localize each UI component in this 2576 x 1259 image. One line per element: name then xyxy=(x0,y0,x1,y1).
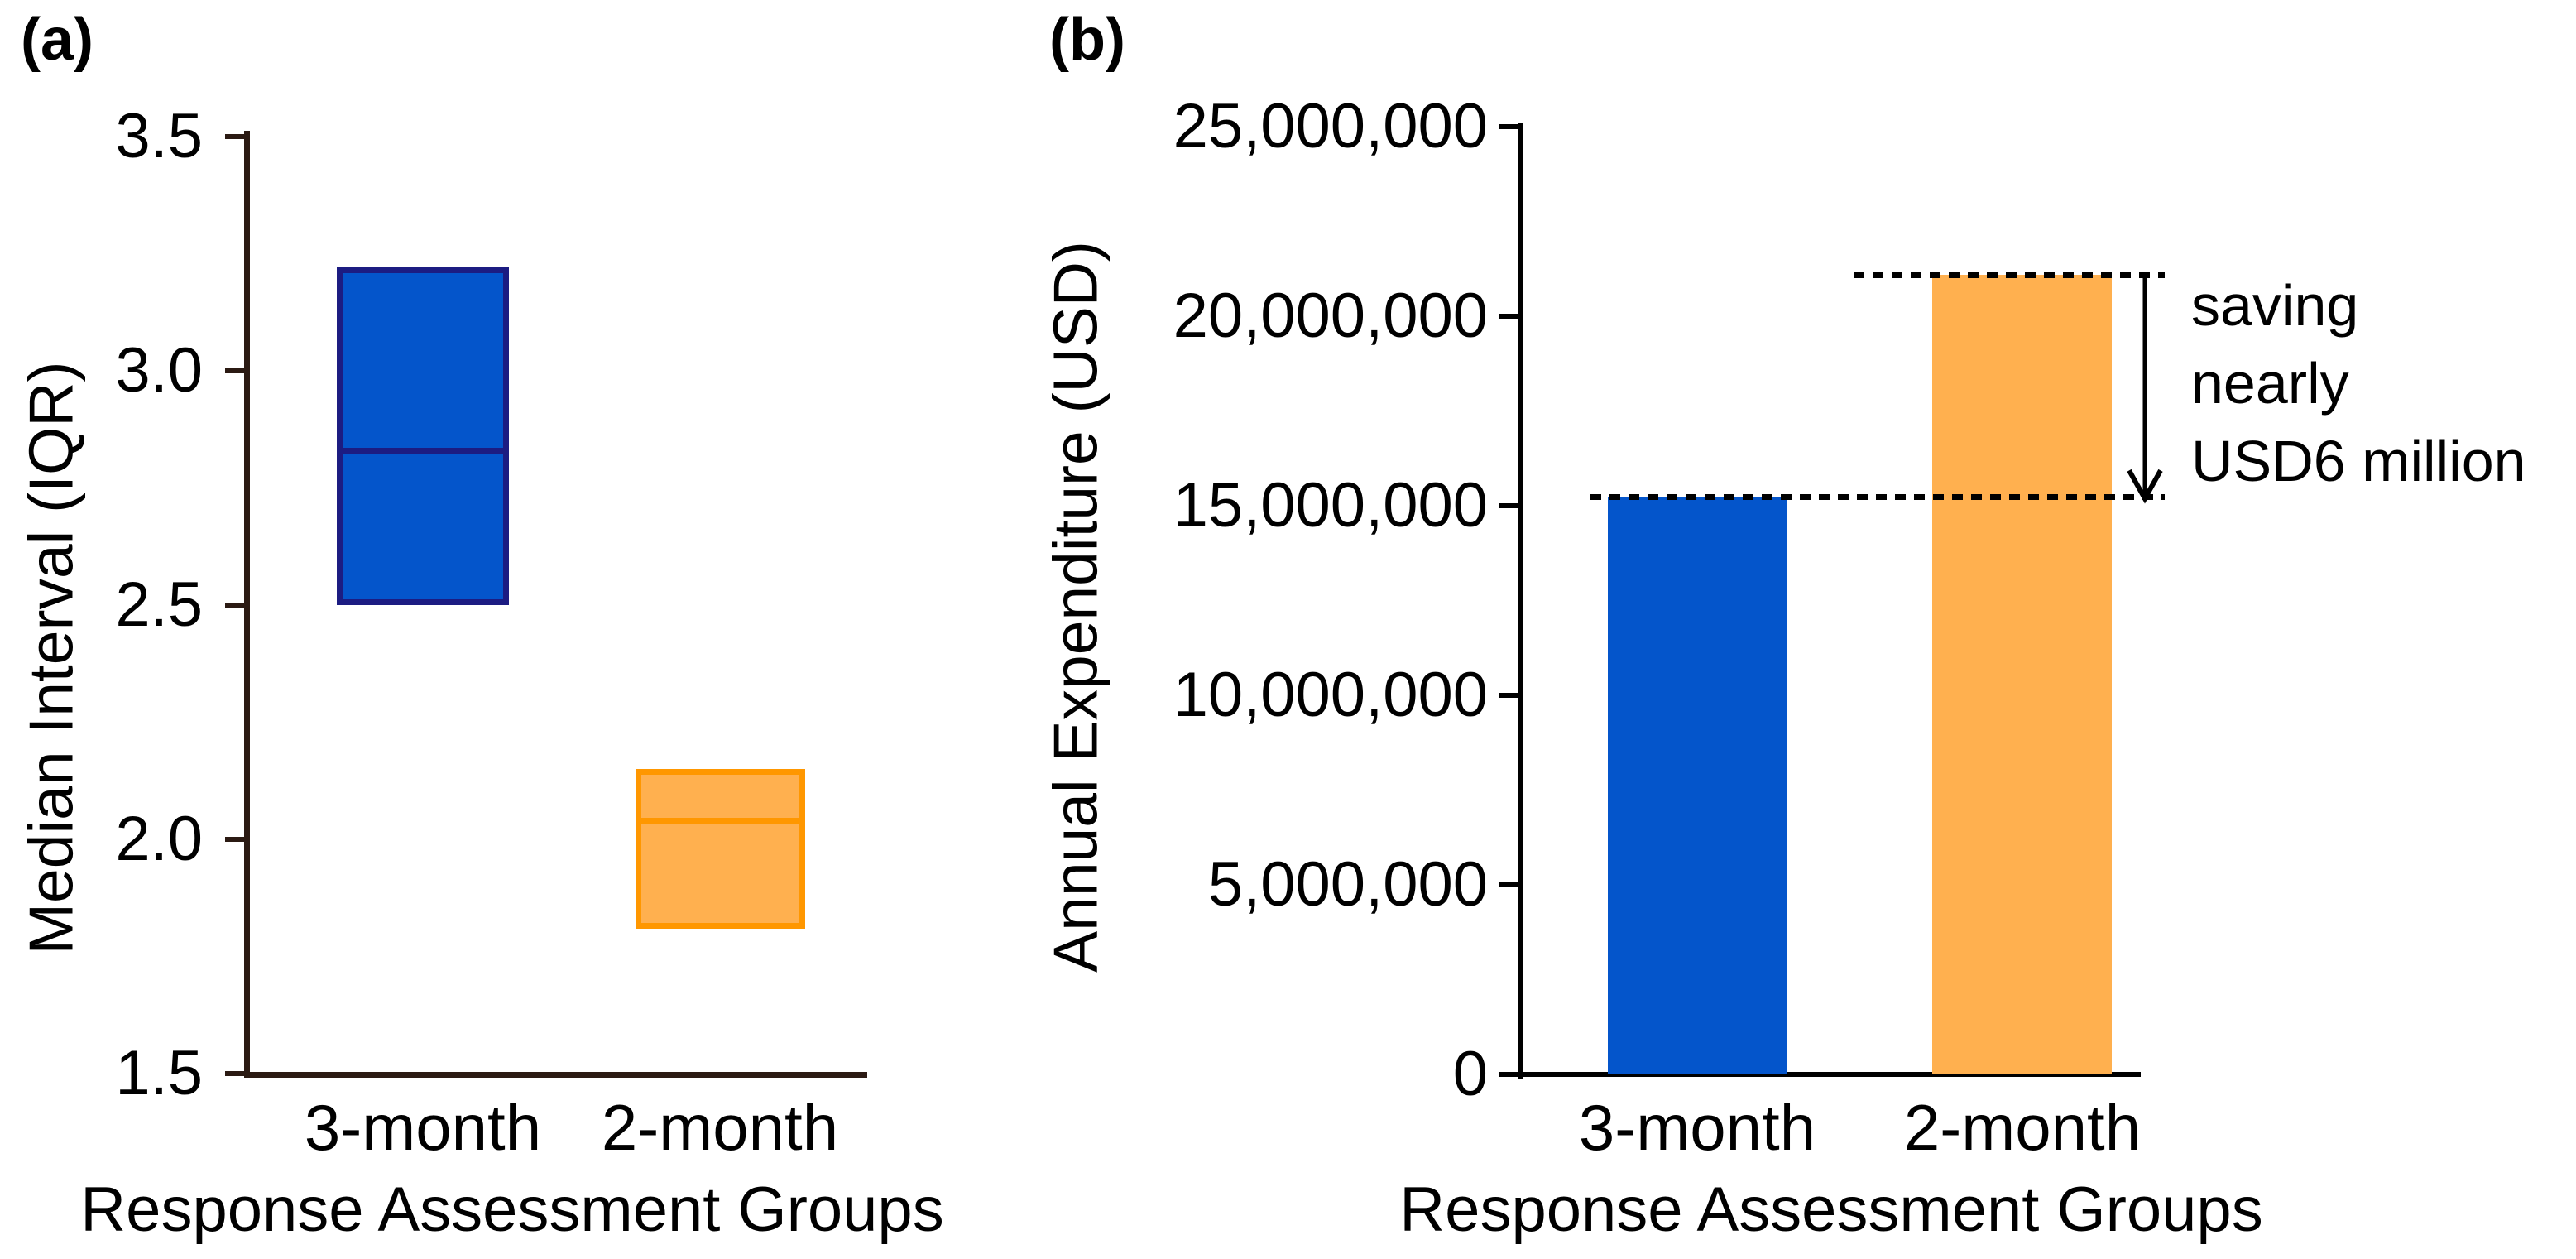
dotted-line-2-month-top xyxy=(1854,272,2165,278)
panel-a-y-tick-mark xyxy=(225,368,244,373)
panel-a-category-label: 2-month xyxy=(601,1091,839,1164)
panel-a-y-axis-line xyxy=(244,131,250,1078)
iqr-box-2-month xyxy=(635,769,805,929)
iqr-box-3-month xyxy=(337,267,509,605)
median-line-3-month xyxy=(337,447,509,454)
saving-annotation-line: nearly xyxy=(2191,351,2349,416)
panel-a-y-tick-mark xyxy=(225,1071,244,1076)
panel-b-y-tick-label: 0 xyxy=(1452,1039,1488,1109)
median-line-2-month xyxy=(635,817,805,824)
panel-b-x-axis-title: Response Assessment Groups xyxy=(1399,1175,2263,1245)
panel-b-y-tick-mark xyxy=(1499,503,1518,508)
expenditure-bar-2-month xyxy=(1932,274,2112,1074)
panel-a-x-axis-line xyxy=(244,1072,867,1078)
panel-b-y-axis-title: Annual Expenditure (USD) xyxy=(1040,241,1111,973)
panel-b-y-tick-mark xyxy=(1499,1072,1518,1077)
panel-b-y-tick-label: 25,000,000 xyxy=(1173,91,1488,161)
panel-a-y-tick-label: 3.0 xyxy=(115,335,203,406)
saving-arrow-icon xyxy=(2127,277,2163,504)
panel-a-y-tick-mark xyxy=(225,134,244,139)
panel-b-letter: (b) xyxy=(1049,7,1125,73)
panel-a-y-tick-mark xyxy=(225,837,244,842)
saving-annotation-line: saving xyxy=(2191,273,2359,338)
saving-annotation: saving nearly USD6 million xyxy=(2191,267,2526,500)
panel-a-category-label: 3-month xyxy=(304,1091,542,1164)
panel-a-y-tick-label: 1.5 xyxy=(115,1038,203,1108)
panel-a-x-axis-title: Response Assessment Groups xyxy=(80,1175,944,1245)
panel-a-y-tick-label: 2.0 xyxy=(115,804,203,874)
panel-b-y-axis-line xyxy=(1518,123,1523,1079)
panel-b-y-tick-label: 15,000,000 xyxy=(1173,470,1488,541)
panel-a-letter: (a) xyxy=(21,7,94,73)
expenditure-bar-3-month xyxy=(1608,497,1787,1074)
panel-b-y-tick-label: 20,000,000 xyxy=(1173,281,1488,351)
saving-annotation-line: USD6 million xyxy=(2191,429,2526,493)
panel-a-y-tick-label: 2.5 xyxy=(115,569,203,640)
panel-a-y-tick-label: 3.5 xyxy=(115,101,203,171)
panel-b-category-label: 2-month xyxy=(1903,1091,2142,1164)
panel-b-y-tick-mark xyxy=(1499,124,1518,129)
panel-b-y-tick-mark xyxy=(1499,693,1518,698)
panel-b-y-tick-mark xyxy=(1499,314,1518,319)
panel-b-y-tick-label: 5,000,000 xyxy=(1207,849,1488,920)
panel-b-x-axis-line xyxy=(1518,1072,2141,1077)
panel-b-y-tick-label: 10,000,000 xyxy=(1173,660,1488,730)
dotted-line-3-month-top xyxy=(1590,494,2165,500)
panel-b-category-label: 3-month xyxy=(1578,1091,1816,1164)
panel-a-y-tick-mark xyxy=(225,603,244,608)
panel-b-y-tick-mark xyxy=(1499,882,1518,887)
